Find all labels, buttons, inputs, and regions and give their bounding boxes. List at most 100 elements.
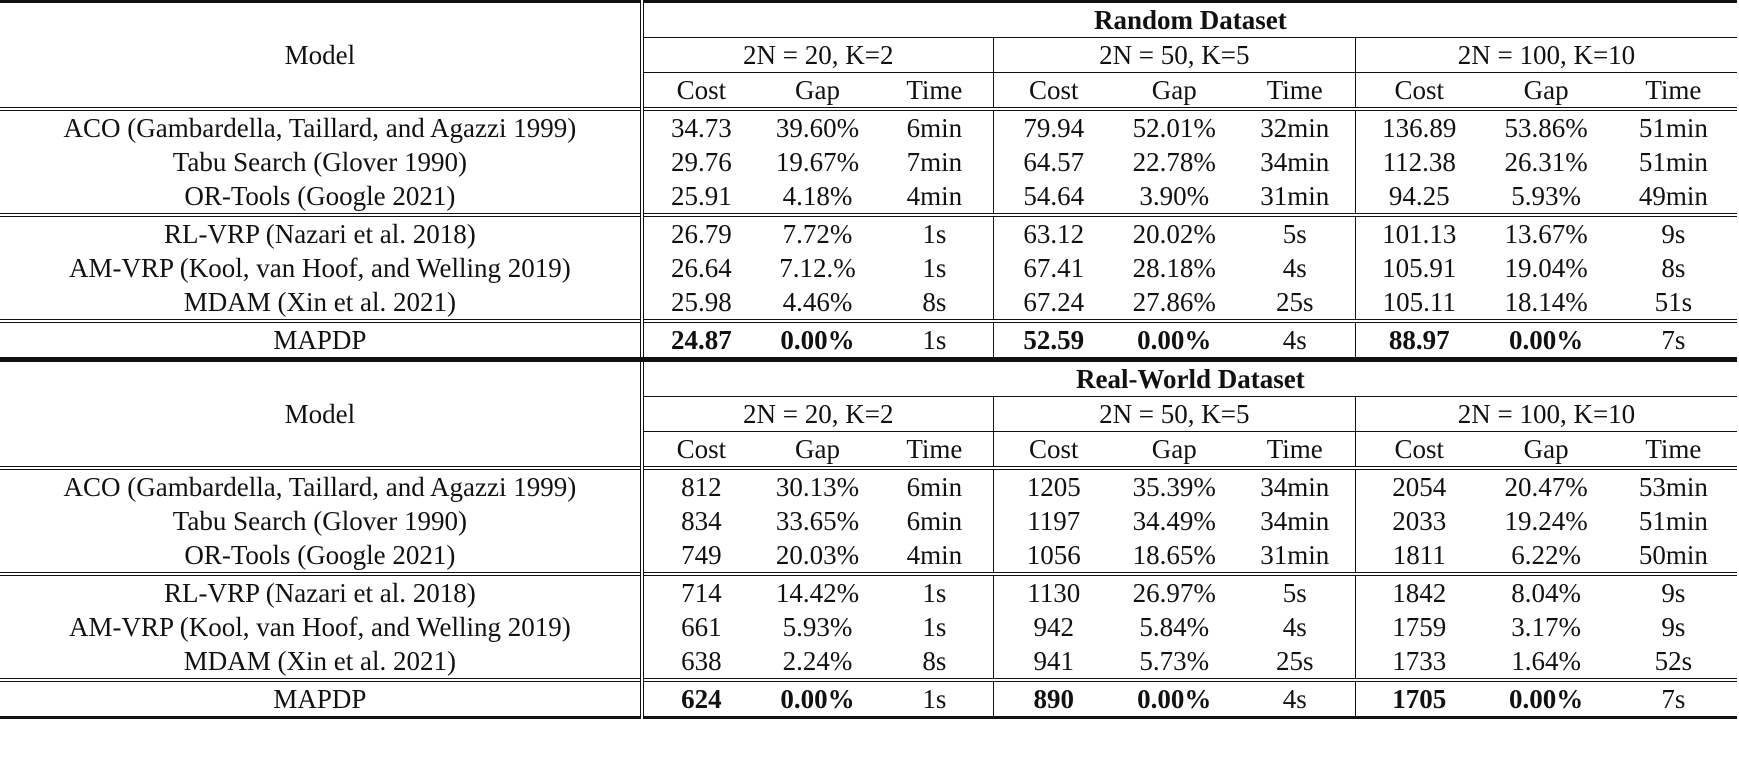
cell: 25.98 — [670, 287, 732, 317]
column-header: Time — [1645, 434, 1702, 464]
cell: 13.67% — [1482, 213, 1610, 251]
column-header: Cost — [1354, 431, 1483, 468]
cell: 714 — [641, 572, 759, 610]
cell: 1s — [922, 612, 947, 642]
cell: 1056 — [992, 538, 1114, 574]
cell: 0.00% — [1482, 678, 1610, 719]
cell: 88.97 — [1354, 319, 1483, 360]
cell: 9s — [1609, 213, 1737, 251]
cell: 20.47% — [1482, 466, 1610, 504]
cell: 8s — [922, 287, 947, 317]
cell: 52s — [1654, 646, 1693, 676]
cell: 79.94 — [992, 107, 1114, 145]
cell: 3.90% — [1139, 181, 1210, 211]
cell: 18.14% — [1504, 287, 1588, 317]
model-name: Tabu Search (Glover 1990) — [0, 145, 644, 179]
column-header: Gap — [794, 434, 840, 464]
cell: 64.57 — [992, 145, 1114, 179]
cell: 26.79 — [641, 213, 759, 251]
cell: 1.64% — [1511, 646, 1581, 676]
cell: 24.87 — [641, 319, 759, 360]
cell: 6min — [906, 506, 963, 536]
cell: 94.25 — [1354, 179, 1483, 215]
model-name: RL-VRP (Nazari et al. 2018) — [0, 213, 644, 251]
cell: 19.67% — [775, 147, 860, 177]
cell: 6.22% — [1511, 540, 1581, 570]
header-row: Model Real-World Dataset — [0, 357, 1737, 468]
cell: 5s — [1234, 213, 1356, 251]
model-name: OR-Tools (Google 2021) — [0, 538, 644, 574]
model-name: AM-VRP (Kool, van Hoof, and Welling 2019… — [0, 610, 644, 644]
cell: 49min — [1638, 181, 1708, 211]
data-row: MDAM (Xin et al. 2021) 638 2.24% 8s 941 5.73%… — [0, 644, 1737, 680]
cell: 5.93% — [1511, 181, 1581, 211]
cell: 19.24% — [1504, 506, 1588, 536]
cell: 29.76 — [670, 147, 732, 177]
cell: 8.04% — [1482, 572, 1610, 610]
group-header: 2N = 20, K=2 — [641, 37, 994, 73]
data-row: Tabu Search (Glover 1990) 834 33.65% 6min 11… — [0, 504, 1737, 538]
cell: 54.64 — [992, 179, 1114, 215]
cell: 1s — [876, 319, 994, 360]
data-row: ACO (Gambardella, Taillard, and Agazzi 1… — [0, 107, 1737, 145]
cell: 51min — [1609, 107, 1737, 145]
column-header: Gap — [794, 75, 840, 105]
model-name: MAPDP — [0, 319, 644, 360]
cell: 1s — [876, 213, 994, 251]
group-header: 2N = 20, K=2 — [641, 396, 994, 432]
cell: 34min — [1260, 506, 1330, 536]
cell: 51min — [1638, 506, 1708, 536]
model-name: MAPDP — [0, 678, 644, 719]
cell: 1811 — [1354, 538, 1483, 574]
cell: 7min — [906, 147, 963, 177]
cell: 1s — [876, 678, 994, 719]
cell: 14.42% — [758, 572, 877, 610]
column-header: Time — [1266, 75, 1323, 105]
cell: 26.31% — [1504, 147, 1588, 177]
cell: 4.18% — [782, 181, 853, 211]
model-header: Model — [0, 0, 644, 109]
cell: 1197 — [992, 504, 1114, 538]
cell: 31min — [1260, 181, 1330, 211]
cell: 661 — [681, 612, 722, 642]
cell: 20.02% — [1113, 213, 1235, 251]
cell: 0.00% — [1113, 678, 1235, 719]
cell: 39.60% — [758, 107, 877, 145]
cell: 28.18% — [1132, 253, 1216, 283]
cell: 35.39% — [1113, 466, 1235, 504]
group-header: 2N = 50, K=5 — [992, 396, 1356, 432]
cell: 5.84% — [1139, 612, 1210, 642]
column-header: Cost — [676, 434, 727, 464]
model-name: OR-Tools (Google 2021) — [0, 179, 644, 215]
group-row: 2N = 20, K=2 2N = 50, K=5 2N = 100, K=10 — [0, 37, 1737, 73]
data-row: OR-Tools (Google 2021) 749 20.03% 4min 1056 1… — [0, 538, 1737, 574]
cell: 25s — [1276, 287, 1314, 317]
model-name: Tabu Search (Glover 1990) — [0, 504, 644, 538]
cell: 1733 — [1354, 644, 1483, 680]
cell: 7s — [1609, 319, 1737, 360]
cell: 638 — [681, 646, 722, 676]
cell: 112.38 — [1354, 145, 1483, 179]
cell: 18.65% — [1132, 540, 1216, 570]
data-row: AM-VRP (Kool, van Hoof, and Welling 2019… — [0, 251, 1737, 285]
group-header: 2N = 100, K=10 — [1354, 37, 1737, 73]
cell: 32min — [1234, 107, 1356, 145]
cell: 1130 — [992, 572, 1114, 610]
cell: 1205 — [992, 466, 1114, 504]
cell: 0.00% — [1482, 319, 1610, 360]
model-header: Model — [0, 357, 644, 468]
column-header: Cost — [1354, 72, 1483, 109]
data-row: MDAM (Xin et al. 2021) 25.98 4.46% 8s 67.24 2… — [0, 285, 1737, 321]
cell: 51s — [1654, 287, 1693, 317]
cell: 9s — [1609, 572, 1737, 610]
cell: 31min — [1260, 540, 1330, 570]
data-row: MAPDP 24.87 0.00% 1s 52.59 0.00% 4s 88.97 0.00% 7… — [0, 319, 1737, 360]
data-row: RL-VRP (Nazari et al. 2018) 26.79 7.72% 1s 6… — [0, 213, 1737, 251]
cell: 34.49% — [1132, 506, 1216, 536]
column-row: Cost Gap Time Cost Gap Time Cost Gap Time — [0, 431, 1737, 468]
cell: 4s — [1234, 319, 1356, 360]
header-row: Model Random Dataset — [0, 0, 1737, 109]
model-name: ACO (Gambardella, Taillard, and Agazzi 1… — [0, 107, 644, 145]
cell: 136.89 — [1354, 107, 1483, 145]
cell: 20.03% — [775, 540, 860, 570]
